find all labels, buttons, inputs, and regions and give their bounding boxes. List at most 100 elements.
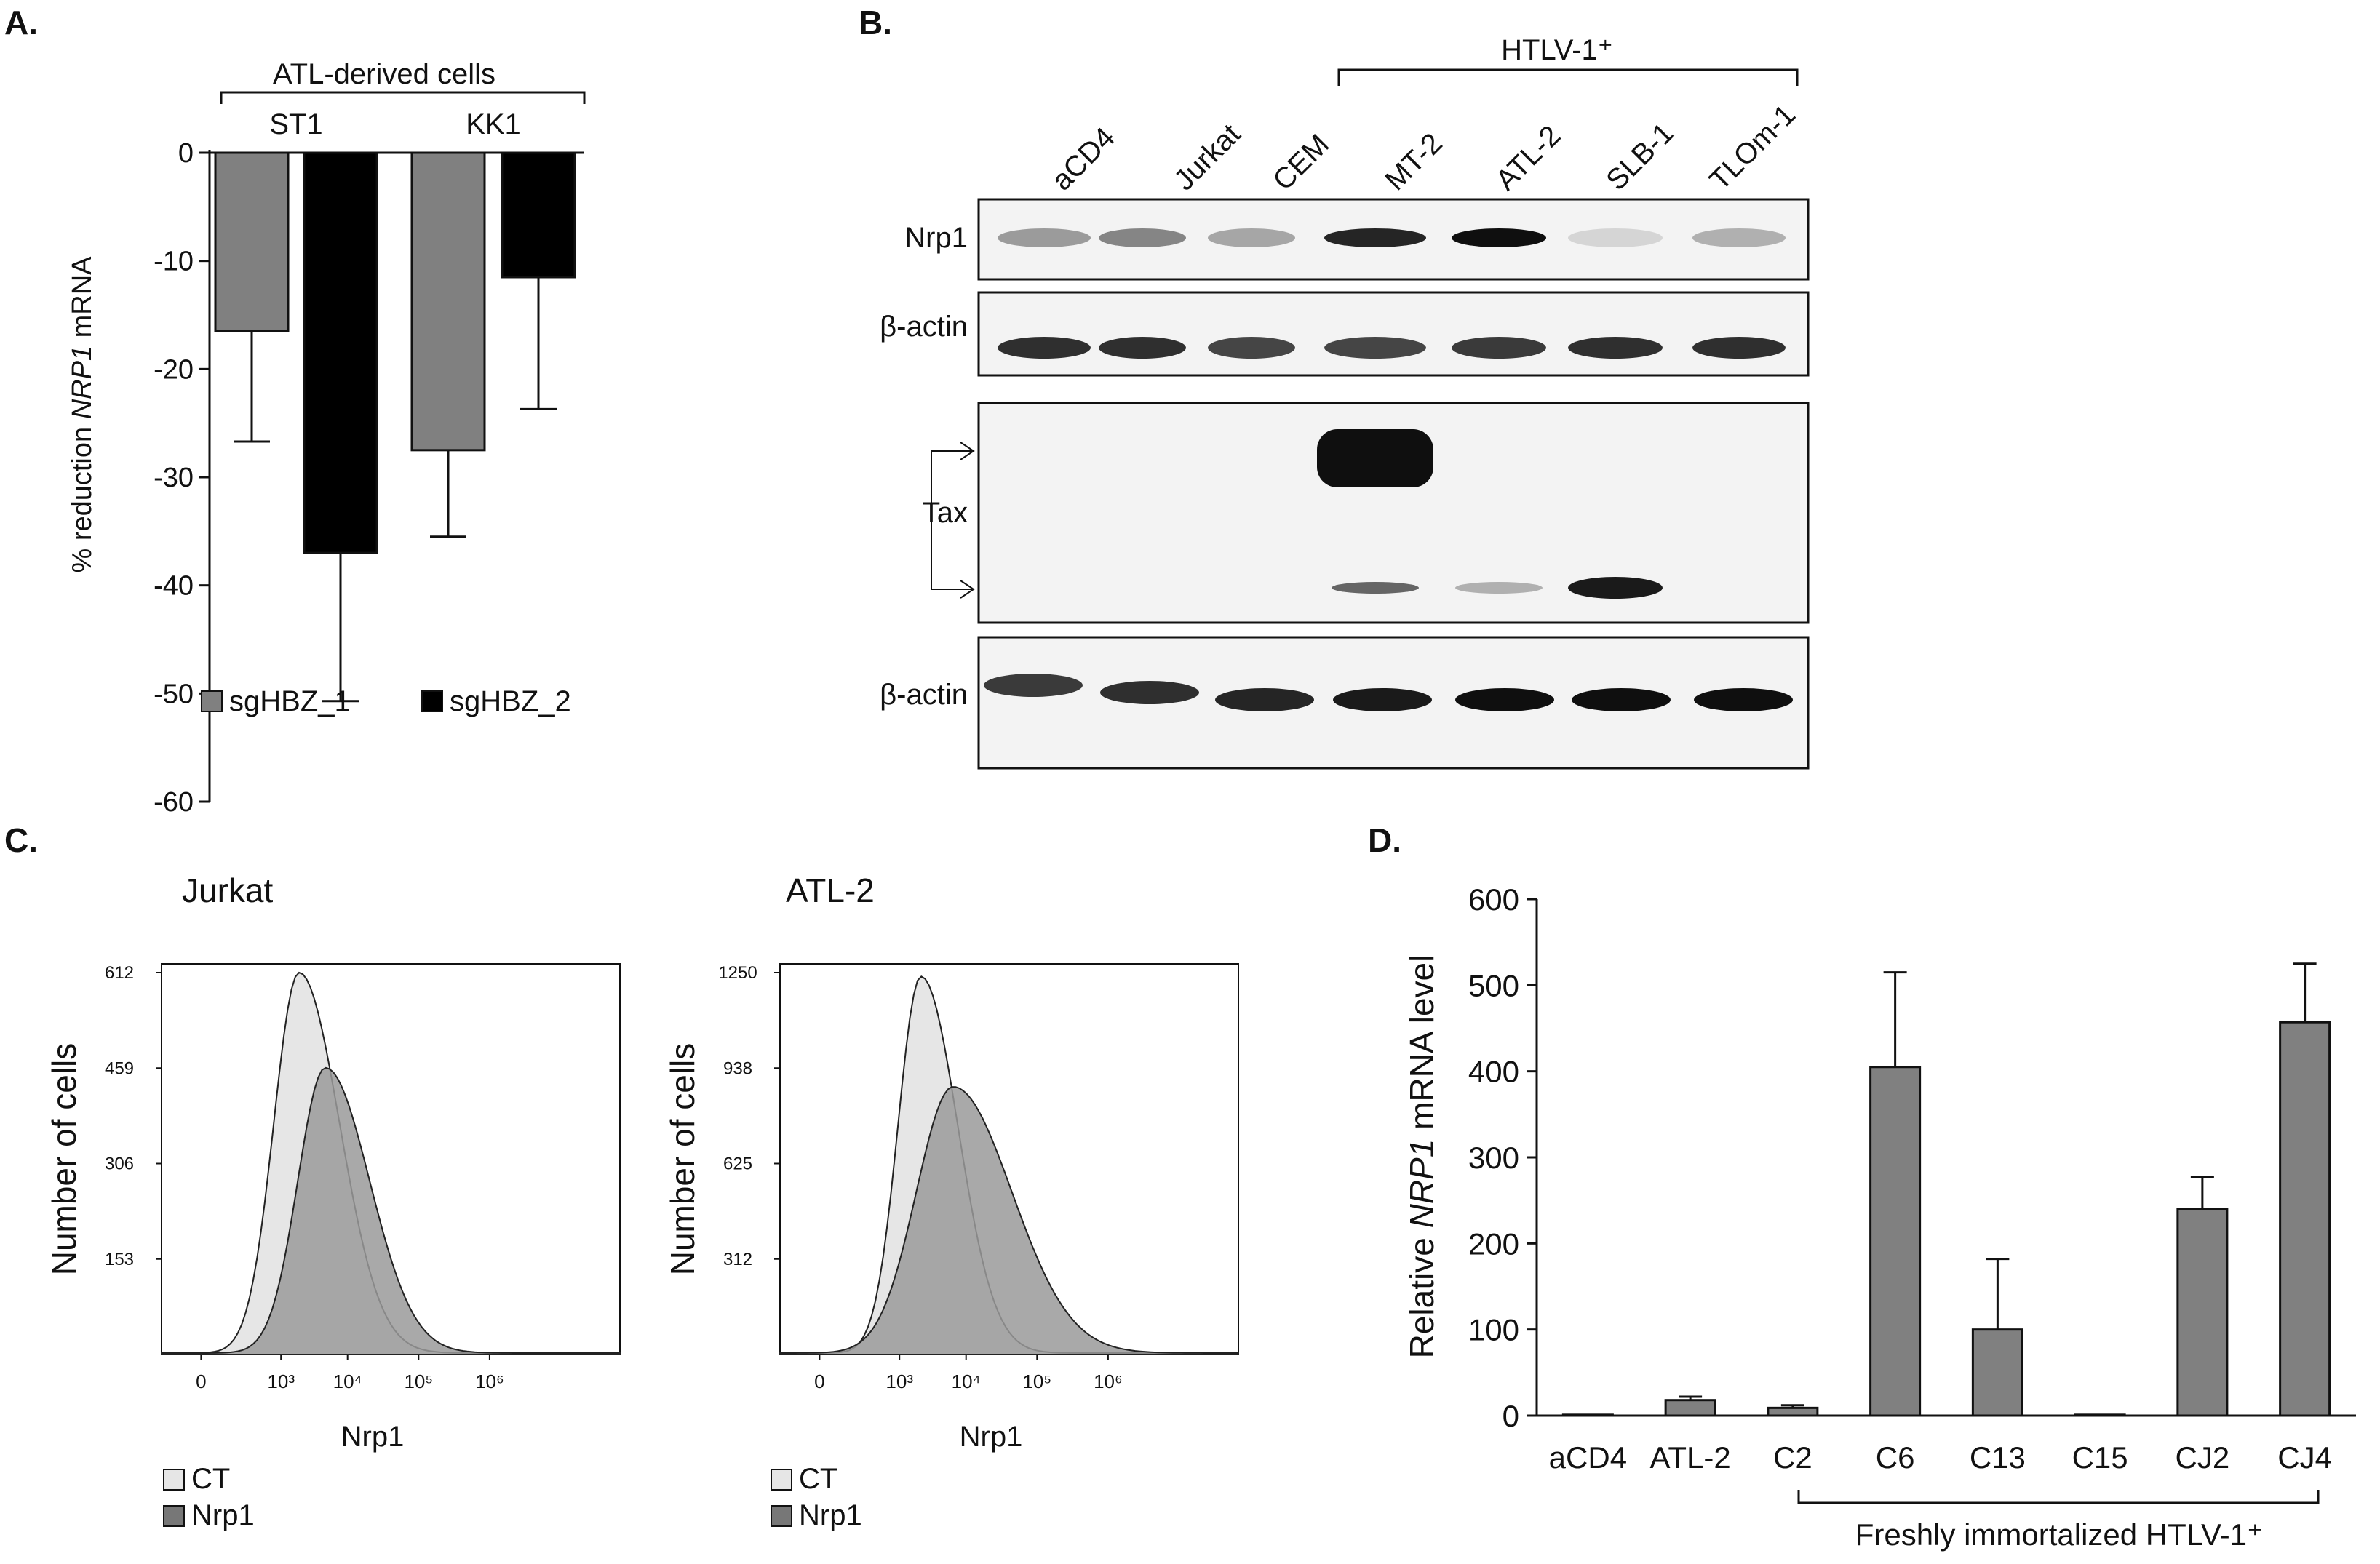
panel-d-ytick-label: 600 [1468, 882, 1519, 917]
panel-c-xtick-label: 10⁴ [952, 1371, 981, 1392]
panel-c-ytick-label: 625 [723, 1154, 752, 1174]
panel-c-legend-swatch [771, 1505, 792, 1527]
panel-d-ytick-label: 200 [1468, 1226, 1519, 1261]
panel-c-xlabel: Nrp1 [960, 1421, 1023, 1453]
panel-b-actin2-band [1100, 681, 1199, 704]
panel-c-xtick-label: 10³ [267, 1371, 295, 1392]
panel-d-bar [2176, 1208, 2229, 1417]
panel-b-actin2-band [1215, 688, 1314, 711]
panel-a-ytick-label: -10 [154, 247, 194, 277]
panel-c-legend-label: Nrp1 [799, 1499, 862, 1531]
panel-b-actin-band [1452, 337, 1546, 359]
panel-c-legend-swatch [163, 1505, 185, 1527]
panel-d-ylabel: Relative NRP1 mRNA level [1403, 955, 1441, 1359]
panel-d-label: D. [1368, 821, 1401, 859]
panel-c-ylabel: Number of cells [45, 1043, 83, 1276]
panel-d-group-bracket [1797, 1490, 2320, 1504]
panel-a-label: A. [4, 4, 38, 41]
panel-c-legend-label: CT [799, 1463, 837, 1495]
panel-b-actin-band [1099, 337, 1186, 359]
panel-b-row-label: β-actin [880, 311, 968, 343]
panel-a-ytick-label: -40 [154, 571, 194, 602]
panel-b-tax-bracket [931, 450, 972, 590]
panel-a-ytick-label: -50 [154, 679, 194, 709]
panel-b-nrp1-band [1324, 228, 1426, 247]
panel-b-actin2-band [984, 674, 1083, 697]
panel-b-tax-arrow-bottom [960, 580, 975, 599]
panel-d-bar [1561, 1413, 1614, 1417]
panel-d-category-label: C13 [1970, 1440, 2026, 1475]
panel-a-bar-sghbz_2 [303, 151, 378, 554]
panel-c-flow-histograms: Jurkat Number of cells Nrp1 612 459 306 153 0 10… [45, 871, 1239, 1531]
panel-a-ytick-label: -30 [154, 463, 194, 493]
panel-a-legend-swatch [201, 690, 223, 712]
panel-b-row-label: β-actin [880, 679, 968, 711]
panel-d-bar [1767, 1406, 1819, 1417]
panel-b-actin-band [1692, 337, 1786, 359]
panel-c-ytick-label: 938 [723, 1058, 752, 1078]
panel-a-bar-sghbz_2 [501, 151, 576, 279]
panel-c-ytick-label: 306 [105, 1154, 134, 1174]
panel-a-ytick-label: 0 [178, 138, 194, 169]
panel-b-nrp1-band [1568, 228, 1663, 247]
panel-a-ylabel: % reduction NRP1 mRNA [67, 256, 97, 573]
panel-b-nrp1-band [1692, 228, 1786, 247]
panel-b-nrp1-band [1452, 228, 1546, 247]
panel-b-actin-band [998, 337, 1091, 359]
panel-d-bar [1869, 1066, 1922, 1417]
panel-b-group-label: HTLV-1⁺ [1501, 34, 1613, 66]
panel-d-ytick-label: 400 [1468, 1055, 1519, 1089]
panel-d-category-label: aCD4 [1549, 1440, 1627, 1475]
panel-c-xtick-label: 10⁶ [1094, 1371, 1123, 1392]
panel-c-ytick-label: 153 [105, 1250, 134, 1269]
panel-a-bar-sghbz_1 [410, 151, 486, 452]
panel-b-western-blot: HTLV-1⁺ aCD4 Jurkat CEM MT-2 ATL-2 SLB-1 TLOm-… [880, 34, 1810, 770]
panel-b-row-label: Nrp1 [904, 222, 968, 254]
panel-d-ytick-label: 0 [1503, 1399, 1519, 1433]
panel-a-group-label: ATL-derived cells [273, 58, 495, 90]
panel-a-legend-label: sgHBZ_1 [229, 685, 351, 717]
panel-a-ytick-label: -20 [154, 354, 194, 385]
panel-b-tax-top-band [1317, 429, 1433, 487]
panel-c-ylabel: Number of cells [664, 1043, 701, 1276]
panel-c-ytick-label: 612 [105, 963, 134, 983]
panel-b-nrp1-band [998, 228, 1091, 247]
panel-b-tax-bottom-band [1455, 582, 1543, 594]
panel-d-category-label: CJ4 [2277, 1440, 2332, 1475]
panel-c-xlabel: Nrp1 [341, 1421, 405, 1453]
panel-c-legend-swatch [163, 1469, 185, 1491]
panel-b-tax-bottom-band [1332, 582, 1419, 594]
panel-a-legend-swatch [421, 690, 443, 712]
panel-c-plot-title: ATL-2 [786, 871, 875, 909]
panel-b-row-label: Tax [923, 497, 968, 529]
panel-b-tax-arrow-top [960, 442, 975, 460]
panel-a-group-bracket [220, 91, 586, 104]
panel-d-category-label: C2 [1773, 1440, 1812, 1475]
panel-b-actin2-band [1333, 688, 1432, 711]
panel-c-ytick-label: 1250 [718, 963, 757, 983]
panel-d-category-label: C6 [1876, 1440, 1915, 1475]
panel-d-bar [1971, 1328, 2023, 1417]
panel-a-group-st1: ST1 [269, 108, 322, 140]
panel-c-xtick-label: 0 [814, 1371, 824, 1392]
panel-b-blot-2 [977, 291, 1810, 377]
panel-b-actin-band [1208, 337, 1295, 359]
panel-a-bar-sghbz_1 [214, 151, 290, 332]
panel-b-actin-band [1324, 337, 1426, 359]
panel-c-histogram-nrp1 [161, 1066, 621, 1355]
panel-d-ytick-label: 500 [1468, 968, 1519, 1002]
panel-b-label: B. [859, 4, 892, 41]
panel-a-ytick-label: -60 [154, 787, 194, 818]
panel-a-chart: ATL-derived cells % reduction NRP1 mRNA … [67, 58, 586, 818]
panel-d-category-label: ATL-2 [1649, 1440, 1730, 1475]
panel-c-xtick-label: 10⁶ [475, 1371, 504, 1392]
panel-c-legend-label: CT [191, 1463, 230, 1495]
panel-d-bar [1664, 1399, 1716, 1417]
panel-d-group-label: Freshly immortalized HTLV-1⁺ [1855, 1517, 2264, 1552]
panel-c-legend-label: Nrp1 [191, 1499, 255, 1531]
panel-c-xtick-label: 10⁴ [333, 1371, 362, 1392]
panel-d-ytick-label: 300 [1468, 1141, 1519, 1175]
panel-d-ytick-label: 100 [1468, 1313, 1519, 1347]
